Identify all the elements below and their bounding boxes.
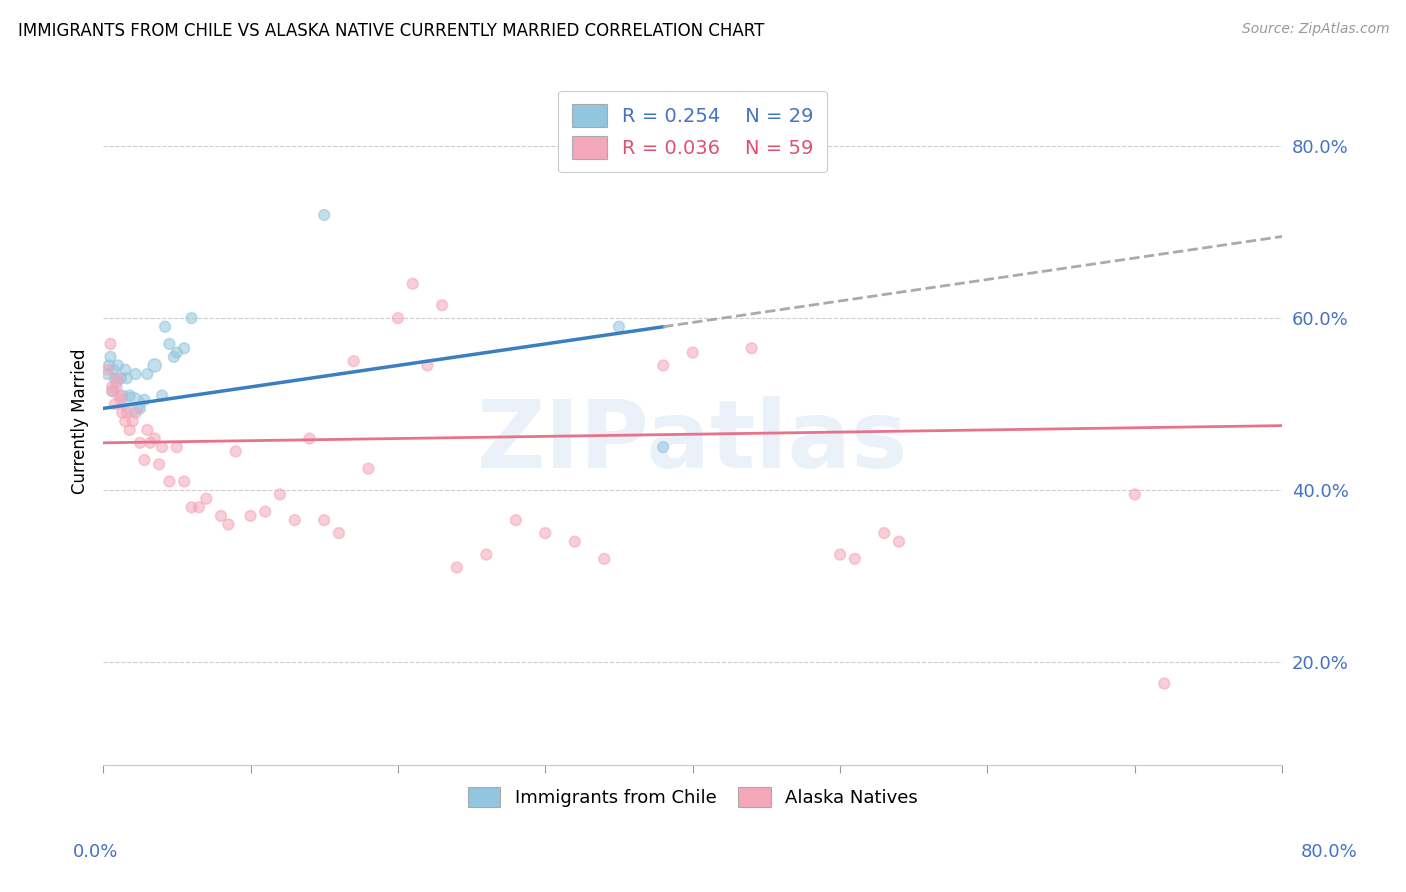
Point [96,367,118,381]
Point [593,552,616,566]
Point [225,444,247,458]
Point [314,513,336,527]
Point [217,517,239,532]
Point [159,475,181,489]
Point [110,392,132,407]
Point [505,513,527,527]
Point [136,423,159,437]
Point [873,526,896,541]
Point [98,359,121,373]
Text: 0.0%: 0.0% [73,843,118,861]
Point [239,508,262,523]
Point [143,432,166,446]
Point [110,371,132,385]
Point [166,440,188,454]
Point [139,435,162,450]
Point [103,384,125,399]
Point [107,359,129,373]
Point [652,359,675,373]
Point [121,414,143,428]
Point [284,513,307,527]
Point [101,380,124,394]
Text: IMMIGRANTS FROM CHILE VS ALASKA NATIVE CURRENTLY MARRIED CORRELATION CHART: IMMIGRANTS FROM CHILE VS ALASKA NATIVE C… [18,22,765,40]
Legend: Immigrants from Chile, Alaska Natives: Immigrants from Chile, Alaska Natives [460,780,925,814]
Point [430,298,453,312]
Point [314,208,336,222]
Point [1153,676,1175,690]
Point [269,487,291,501]
Point [209,508,232,523]
Point [844,552,866,566]
Text: 80.0%: 80.0% [1301,843,1357,861]
Point [121,397,143,411]
Point [195,491,218,506]
Point [166,345,188,359]
Point [298,432,321,446]
Point [148,458,170,472]
Point [163,350,186,364]
Point [652,440,675,454]
Point [136,367,159,381]
Point [150,440,173,454]
Point [343,354,366,368]
Point [607,319,630,334]
Point [115,371,138,385]
Point [564,534,586,549]
Text: Source: ZipAtlas.com: Source: ZipAtlas.com [1241,22,1389,37]
Point [180,311,202,326]
Point [100,350,122,364]
Point [101,384,124,399]
Point [1123,487,1146,501]
Point [104,397,127,411]
Point [173,341,195,355]
Point [108,388,131,402]
Point [111,406,134,420]
Point [173,475,195,489]
Point [105,376,128,390]
Point [446,560,468,574]
Point [180,500,202,515]
Point [741,341,763,355]
Point [124,406,146,420]
Point [124,367,146,381]
Point [682,345,704,359]
Point [118,388,141,402]
Point [328,526,350,541]
Point [187,500,209,515]
Point [107,371,129,385]
Point [100,337,122,351]
Point [134,453,156,467]
Point [114,414,136,428]
Point [115,406,138,420]
Text: ZIPatlas: ZIPatlas [477,396,908,488]
Point [401,277,423,291]
Point [114,363,136,377]
Point [153,319,176,334]
Point [96,363,118,377]
Point [254,505,277,519]
Point [887,534,910,549]
Point [387,311,409,326]
Point [118,423,141,437]
Point [475,548,498,562]
Point [129,401,152,416]
Point [828,548,851,562]
Point [143,359,166,373]
Point [134,392,156,407]
Point [104,371,127,385]
Point [534,526,557,541]
Point [129,435,152,450]
Y-axis label: Currently Married: Currently Married [72,349,89,494]
Point [159,337,181,351]
Point [357,461,380,475]
Point [416,359,439,373]
Point [111,388,134,402]
Point [105,380,128,394]
Point [103,363,125,377]
Point [150,388,173,402]
